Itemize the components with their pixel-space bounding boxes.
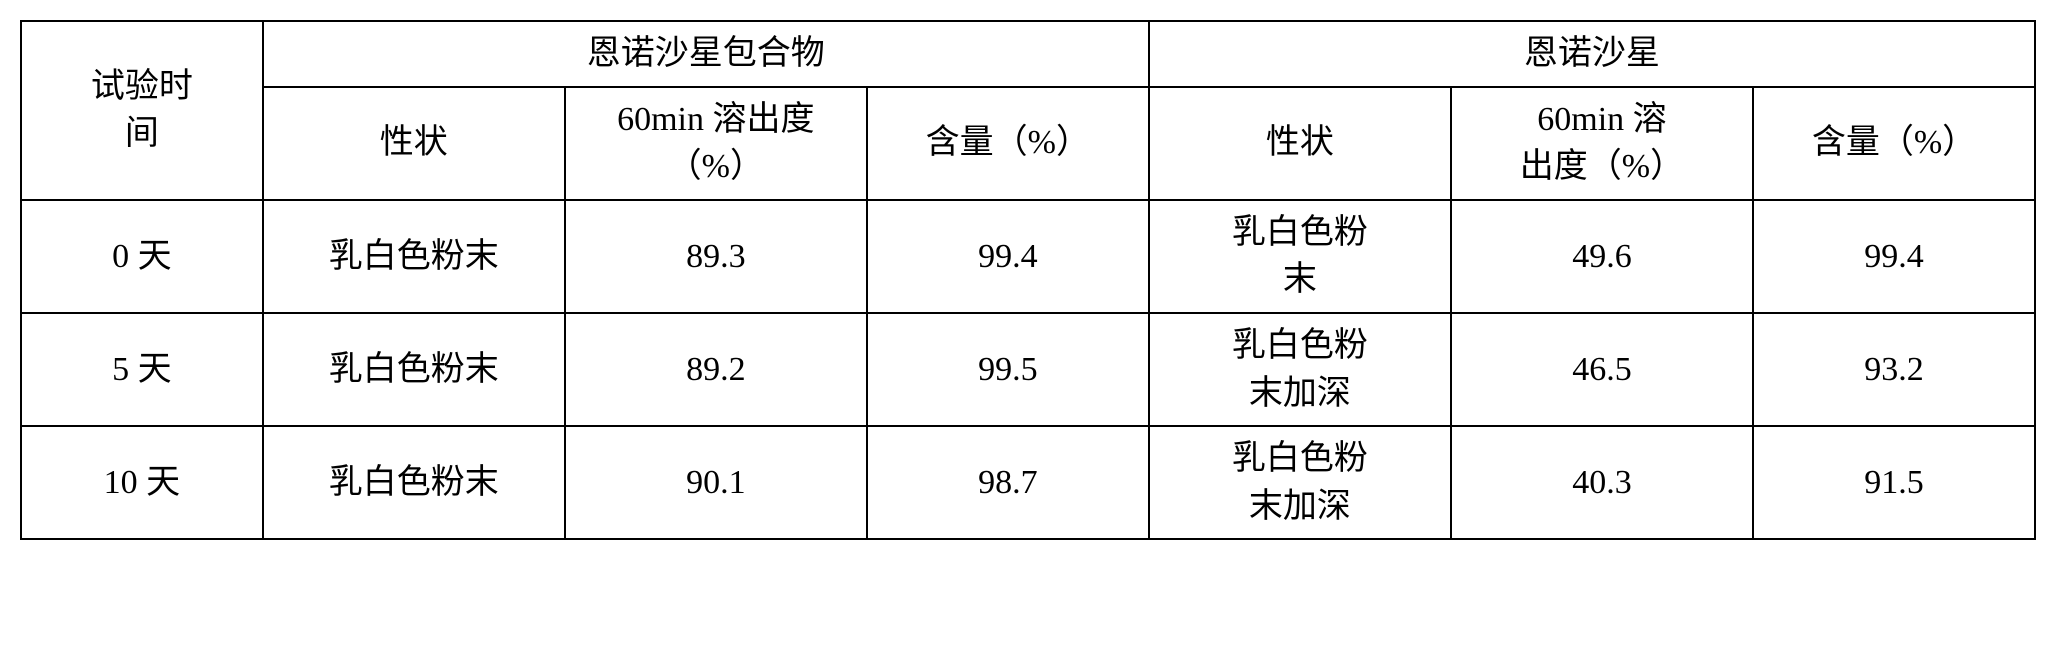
cell-a-dissolution: 89.2 (565, 313, 867, 426)
cell-b-appearance: 乳白色粉末加深 (1149, 426, 1451, 539)
header-b-appearance: 性状 (1149, 87, 1451, 200)
cell-a-appearance: 乳白色粉末 (263, 313, 565, 426)
header-group-a: 恩诺沙星包合物 (263, 21, 1149, 87)
table-row: 10 天 乳白色粉末 90.1 98.7 乳白色粉末加深 40.3 91.5 (21, 426, 2035, 539)
cell-b-content: 99.4 (1753, 200, 2035, 313)
cell-b-dissolution: 46.5 (1451, 313, 1753, 426)
table-row: 5 天 乳白色粉末 89.2 99.5 乳白色粉末加深 46.5 93.2 (21, 313, 2035, 426)
header-a-content: 含量（%） (867, 87, 1149, 200)
cell-a-appearance: 乳白色粉末 (263, 200, 565, 313)
cell-a-dissolution: 89.3 (565, 200, 867, 313)
header-b-dissolution: 60min 溶出度（%） (1451, 87, 1753, 200)
cell-a-content: 99.5 (867, 313, 1149, 426)
cell-time: 5 天 (21, 313, 263, 426)
cell-b-content: 93.2 (1753, 313, 2035, 426)
cell-time: 10 天 (21, 426, 263, 539)
cell-b-dissolution: 49.6 (1451, 200, 1753, 313)
cell-b-appearance: 乳白色粉末 (1149, 200, 1451, 313)
cell-a-dissolution: 90.1 (565, 426, 867, 539)
cell-a-content: 98.7 (867, 426, 1149, 539)
comparison-table: 试验时间 恩诺沙星包合物 恩诺沙星 性状 60min 溶出度（%） 含量（%） … (20, 20, 2036, 540)
table-row: 0 天 乳白色粉末 89.3 99.4 乳白色粉末 49.6 99.4 (21, 200, 2035, 313)
cell-b-appearance: 乳白色粉末加深 (1149, 313, 1451, 426)
comparison-table-container: 试验时间 恩诺沙星包合物 恩诺沙星 性状 60min 溶出度（%） 含量（%） … (20, 20, 2036, 540)
header-time: 试验时间 (21, 21, 263, 200)
header-a-dissolution: 60min 溶出度（%） (565, 87, 867, 200)
cell-a-content: 99.4 (867, 200, 1149, 313)
header-row-2: 性状 60min 溶出度（%） 含量（%） 性状 60min 溶出度（%） 含量… (21, 87, 2035, 200)
header-a-appearance: 性状 (263, 87, 565, 200)
header-b-content: 含量（%） (1753, 87, 2035, 200)
header-row-1: 试验时间 恩诺沙星包合物 恩诺沙星 (21, 21, 2035, 87)
cell-b-content: 91.5 (1753, 426, 2035, 539)
header-group-b: 恩诺沙星 (1149, 21, 2035, 87)
cell-b-dissolution: 40.3 (1451, 426, 1753, 539)
cell-time: 0 天 (21, 200, 263, 313)
table-body: 0 天 乳白色粉末 89.3 99.4 乳白色粉末 49.6 99.4 5 天 … (21, 200, 2035, 540)
cell-a-appearance: 乳白色粉末 (263, 426, 565, 539)
